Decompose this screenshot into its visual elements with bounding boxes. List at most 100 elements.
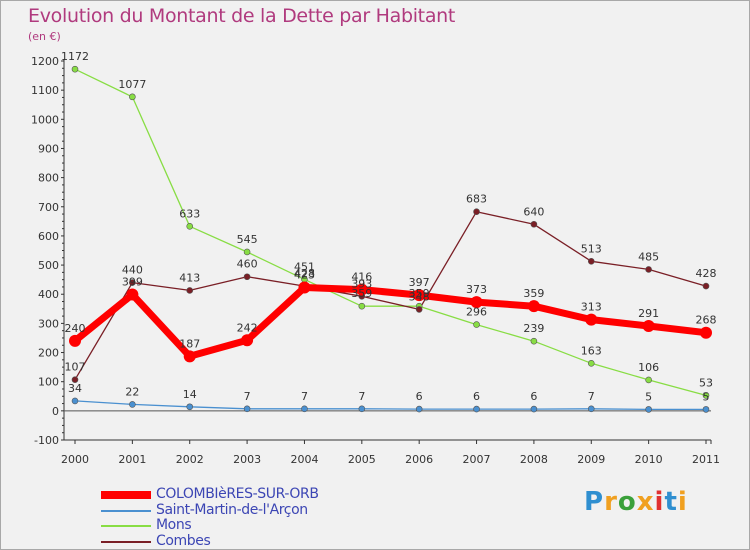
data-label: 373 (466, 283, 487, 296)
data-point (585, 313, 598, 326)
data-label: 399 (122, 276, 143, 289)
data-label: 416 (351, 271, 372, 284)
data-label: 683 (466, 193, 487, 206)
x-tick-label: 2004 (290, 453, 318, 466)
y-tick-label: 600 (38, 230, 59, 243)
chart-unit: (en €) (28, 30, 61, 43)
data-label: 7 (588, 390, 595, 403)
x-tick-label: 2005 (348, 453, 376, 466)
data-label: 633 (179, 207, 200, 220)
data-point (470, 296, 483, 309)
legend-label: Mons (156, 517, 192, 533)
data-label: 268 (696, 314, 717, 327)
series-line (72, 284, 707, 360)
data-point (587, 360, 595, 367)
data-label: 291 (638, 307, 659, 320)
data-label: 187 (179, 337, 200, 350)
data-point (243, 248, 251, 256)
data-point (530, 405, 538, 413)
data-point (415, 306, 423, 313)
data-point (702, 282, 710, 290)
x-tick-label: 2009 (577, 453, 605, 466)
data-point (587, 405, 595, 413)
y-tick-label: 800 (38, 172, 59, 185)
x-tick-label: 2000 (61, 453, 89, 466)
data-point (702, 406, 710, 413)
data-point (243, 405, 251, 413)
data-label: 393 (351, 277, 372, 290)
y-tick-label: 900 (38, 142, 59, 155)
data-label: 485 (638, 250, 659, 263)
data-labels: 240 399 187 242 423 416 397 373 359 313 291 268 34 22… (61, 50, 717, 403)
data-label: 296 (466, 306, 487, 319)
x-tick-label: 2011 (692, 453, 720, 466)
data-label: 7 (358, 390, 365, 403)
data-label: 1172 (61, 50, 89, 63)
y-tick-label: 400 (38, 288, 59, 301)
data-point (358, 302, 366, 310)
series-lines (72, 68, 707, 411)
data-point (186, 403, 194, 411)
x-tick-label: 2001 (118, 453, 146, 466)
x-tick-label: 2003 (233, 453, 261, 466)
logo-letter: i (677, 487, 688, 517)
x-tick-label: 2008 (520, 453, 548, 466)
legend-label: Saint-Martin-de-l'Arçon (156, 501, 308, 518)
data-point (645, 266, 652, 273)
y-tick-label: 500 (38, 259, 59, 272)
y-tick-label: 1100 (31, 84, 59, 97)
y-tick-label: 0 (52, 405, 59, 418)
logo-letter: i (654, 487, 665, 517)
y-tick-label: 700 (38, 201, 59, 214)
data-point (645, 376, 652, 384)
legend-swatch (101, 491, 151, 499)
x-tick-label: 2002 (176, 453, 204, 466)
data-point (183, 350, 196, 363)
x-tick-label: 2007 (463, 453, 491, 466)
data-label: 440 (122, 264, 143, 277)
data-label: 640 (523, 205, 544, 218)
data-point (71, 376, 79, 383)
series-points (69, 65, 712, 413)
data-label: 5 (703, 390, 710, 403)
data-point (358, 405, 366, 413)
data-label: 163 (581, 344, 602, 357)
data-label: 7 (301, 390, 308, 403)
data-label: 428 (294, 267, 315, 280)
data-label: 397 (409, 276, 430, 289)
data-label: 6 (473, 390, 480, 403)
data-point (243, 273, 251, 281)
data-label: 359 (351, 287, 372, 300)
data-point (700, 326, 712, 339)
data-point (126, 288, 139, 301)
chart-axes: -100 0 100 200 300 400 500 600 700 800 900 1000 1100… (31, 55, 720, 466)
data-label: 513 (581, 242, 602, 255)
data-point (473, 405, 480, 413)
data-label: 14 (183, 388, 197, 401)
data-label: 106 (638, 361, 659, 374)
data-point (587, 257, 595, 265)
chart-title: Evolution du Montant de la Dette par Hab… (28, 5, 456, 27)
data-label: 34 (68, 382, 82, 395)
logo-letter: x (636, 487, 655, 517)
data-point (473, 208, 480, 216)
x-tick-label: 2006 (405, 453, 433, 466)
data-label: 428 (696, 267, 717, 280)
x-tick-label: 2010 (635, 453, 663, 466)
y-tick-label: 200 (38, 347, 59, 360)
data-point (530, 337, 538, 345)
data-point (527, 300, 540, 313)
y-tick-label: 100 (38, 376, 59, 389)
data-label: 359 (409, 287, 430, 300)
data-point (129, 279, 136, 286)
data-point (186, 287, 194, 294)
y-tick-label: 1200 (31, 55, 59, 68)
data-label: 22 (125, 385, 139, 398)
data-point (530, 220, 538, 228)
data-point (71, 397, 79, 405)
data-label: 460 (237, 258, 258, 271)
data-label: 545 (237, 233, 258, 246)
data-label: 348 (409, 290, 430, 303)
